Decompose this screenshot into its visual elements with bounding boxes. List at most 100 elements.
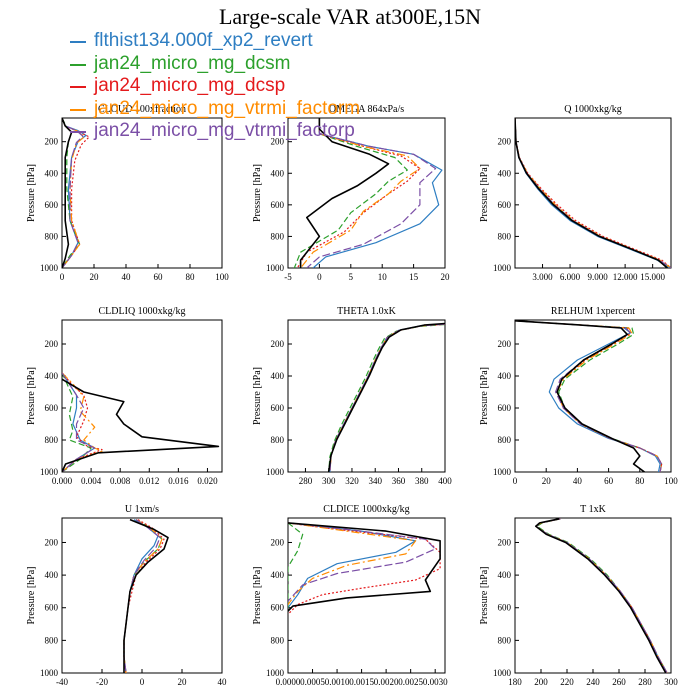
y-tick-label: 600 xyxy=(45,603,59,613)
y-tick-label: 600 xyxy=(271,200,285,210)
x-tick-label: 6.000 xyxy=(560,272,581,282)
series-line xyxy=(62,118,84,268)
x-tick-label: 340 xyxy=(368,476,382,486)
series-group xyxy=(62,118,90,268)
legend: flthist134.000f_xp2_revert jan24_micro_m… xyxy=(70,30,430,143)
legend-label: jan24_micro_mg_dcsp xyxy=(94,75,286,96)
panel-title: CLDLIQ 1000xkg/kg xyxy=(99,306,186,317)
series-line xyxy=(535,518,668,673)
series-line xyxy=(288,522,441,615)
series-line xyxy=(288,522,417,605)
series-line xyxy=(515,320,661,472)
y-tick-label: 600 xyxy=(271,403,285,413)
y-axis-label: Pressure [hPa] xyxy=(479,367,490,425)
x-tick-label: 200 xyxy=(534,677,548,687)
series-line xyxy=(299,118,390,268)
y-axis-label: Pressure [hPa] xyxy=(479,566,490,624)
x-tick-label: 20 xyxy=(441,272,451,282)
series-line xyxy=(329,323,445,472)
series-line xyxy=(515,118,671,268)
x-tick-label: 0 xyxy=(317,272,322,282)
plot-frame xyxy=(287,517,446,674)
y-tick-label: 400 xyxy=(271,168,285,178)
series-group xyxy=(515,320,663,472)
y-tick-label: 1000 xyxy=(493,467,512,477)
series-group xyxy=(327,322,445,472)
series-group xyxy=(293,118,443,268)
series-line xyxy=(62,118,73,268)
legend-swatch xyxy=(70,41,86,43)
legend-swatch xyxy=(70,108,86,111)
x-tick-label: 40 xyxy=(122,272,132,282)
panel-title: U 1xm/s xyxy=(125,504,159,515)
legend-label: flthist134.000f_xp2_revert xyxy=(94,30,313,51)
y-tick-label: 200 xyxy=(498,537,512,547)
y-tick-label: 200 xyxy=(271,339,285,349)
legend-label: jan24_micro_mg_vtrmi_factorp xyxy=(94,120,355,141)
y-tick-label: 400 xyxy=(45,168,59,178)
x-tick-label: 260 xyxy=(612,677,626,687)
x-tick-label: 0 xyxy=(140,677,145,687)
series-line xyxy=(515,320,663,472)
y-tick-label: 800 xyxy=(271,231,285,241)
x-tick-label: 0.000 xyxy=(52,476,73,486)
x-tick-label: 0.004 xyxy=(81,476,102,486)
panel-title: CLDICE 1000xkg/kg xyxy=(323,504,409,515)
chart-panel: RELHUM 1xpercent2004006008001000Pressure… xyxy=(479,306,678,486)
y-tick-label: 200 xyxy=(271,137,285,147)
y-tick-label: 1000 xyxy=(266,263,285,273)
y-tick-label: 1000 xyxy=(493,263,512,273)
chart-panel: THETA 1.0xK 200 400 600 800 1000 Pressure [hPa… xyxy=(252,306,452,486)
y-tick-label: 1000 xyxy=(266,467,285,477)
series-line xyxy=(515,118,670,268)
x-tick-label: 0.016 xyxy=(168,476,189,486)
x-tick-label: 240 xyxy=(586,677,600,687)
series-line xyxy=(535,518,668,673)
x-tick-label: 380 xyxy=(415,476,429,486)
plot-frame xyxy=(514,319,672,473)
legend-swatch xyxy=(70,86,86,88)
x-tick-label: 0.012 xyxy=(139,476,159,486)
series-line xyxy=(300,118,421,268)
y-tick-label: 600 xyxy=(498,403,512,413)
series-line xyxy=(515,320,663,472)
x-tick-label: 5 xyxy=(349,272,354,282)
series-line xyxy=(535,518,668,673)
chart-panel: CLDLIQ 1000xkg/kg 200 400 600 800 1000 Pressur… xyxy=(26,306,223,486)
x-tick-label: 0.0025 xyxy=(398,677,423,687)
y-tick-label: 1000 xyxy=(40,467,59,477)
x-tick-label: 15 xyxy=(409,272,419,282)
series-line xyxy=(62,372,103,472)
x-tick-label: 100 xyxy=(215,272,229,282)
series-line xyxy=(515,320,663,472)
chart-panel: T 1xK 200 400 600 800 1000 Pressure [hPa] 180 20… xyxy=(479,504,678,687)
x-tick-label: 400 xyxy=(438,476,452,486)
series-line xyxy=(327,322,445,472)
y-tick-label: 600 xyxy=(45,403,59,413)
y-tick-label: 600 xyxy=(45,200,59,210)
series-line xyxy=(62,372,96,472)
x-tick-label: 60 xyxy=(154,272,164,282)
series-line xyxy=(536,518,668,673)
series-line xyxy=(535,518,668,673)
series-line xyxy=(62,372,96,472)
x-tick-label: 0.008 xyxy=(110,476,131,486)
y-tick-label: 400 xyxy=(498,168,512,178)
y-tick-label: 400 xyxy=(45,570,59,580)
y-axis-label: Pressure [hPa] xyxy=(252,566,263,624)
series-line xyxy=(515,320,663,472)
series-line xyxy=(62,372,103,472)
legend-item: jan24_micro_mg_dcsm xyxy=(70,53,430,76)
y-tick-label: 400 xyxy=(271,371,285,381)
y-tick-label: 600 xyxy=(271,603,285,613)
legend-label: jan24_micro_mg_dcsm xyxy=(94,52,291,74)
y-axis-label: Pressure [hPa] xyxy=(252,367,263,425)
y-tick-label: 200 xyxy=(45,137,59,147)
series-line xyxy=(293,118,408,268)
y-tick-label: 600 xyxy=(498,603,512,613)
series-line xyxy=(288,522,436,602)
x-tick-label: 80 xyxy=(186,272,196,282)
x-tick-label: 180 xyxy=(508,677,522,687)
